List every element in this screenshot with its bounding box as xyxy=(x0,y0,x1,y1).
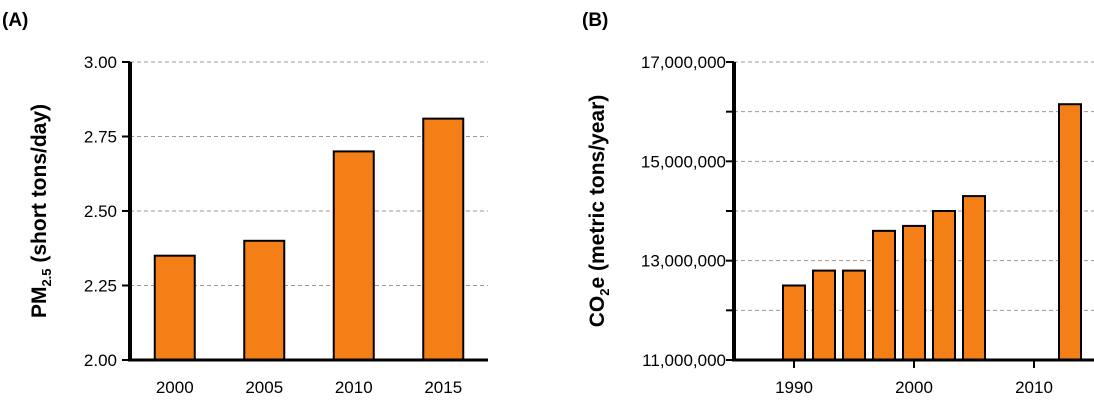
panel-b-ylabel-main: CO xyxy=(586,296,609,328)
bar-2005 xyxy=(244,241,284,360)
bar-2000 xyxy=(903,226,925,360)
panel-b-ylabel-sub: 2 xyxy=(597,289,612,296)
panel-b-y-axis-label: CO2e (metric tons/year) xyxy=(586,95,612,327)
bar-2000 xyxy=(155,256,195,360)
bar-1995 xyxy=(843,271,865,360)
y-tick-label: 17,000,000 xyxy=(641,53,726,72)
panel-a-y-ticks: 2.00 2.25 2.50 2.75 3.00 xyxy=(84,53,130,370)
panel-a-chart: (A) 2.00 2.25 2.50 2.75 3.00 2000 2005 2010 201… xyxy=(2,10,488,397)
y-tick-label: 2.75 xyxy=(84,128,117,147)
panel-b-y-ticks: 11,000,000 13,000,000 15,000,000 17,000,000 xyxy=(641,53,734,370)
x-tick-label: 1990 xyxy=(775,378,813,397)
y-tick-label: 15,000,000 xyxy=(641,152,726,171)
panel-a-ylabel-sub: 2.5 xyxy=(39,268,54,286)
panel-a-bars xyxy=(155,119,464,360)
panel-a-ylabel-main: PM xyxy=(28,287,51,319)
panel-b-chart: (B) 11,000,000 13,000,000 15,000,000 17,000… xyxy=(582,10,1094,397)
bar-2015 xyxy=(423,119,463,360)
panel-b-bars xyxy=(783,104,1081,360)
x-tick-label: 2010 xyxy=(1015,378,1053,397)
bar-2010 xyxy=(334,151,374,360)
x-tick-label: 2000 xyxy=(156,378,194,397)
x-tick-label: 2010 xyxy=(335,378,373,397)
bar-2013 xyxy=(1059,104,1081,360)
panel-b-label: (B) xyxy=(582,10,608,31)
bar-1997.5 xyxy=(873,231,895,360)
bar-2005 xyxy=(963,196,985,360)
y-tick-label: 2.25 xyxy=(84,277,117,296)
panel-a-y-axis-label: PM2.5 (short tons/day) xyxy=(28,104,54,318)
y-tick-label: 2.00 xyxy=(84,351,117,370)
y-tick-label: 11,000,000 xyxy=(642,351,726,370)
panel-b-x-ticks: 1990 2000 2010 xyxy=(775,360,1053,397)
bar-2002.5 xyxy=(933,211,955,360)
x-tick-label: 2000 xyxy=(895,378,933,397)
panel-b-ylabel-rest: e (metric tons/year) xyxy=(586,95,609,289)
panel-a-x-ticks: 2000 2005 2010 2015 xyxy=(156,378,462,397)
x-tick-label: 2005 xyxy=(245,378,283,397)
panel-a-ylabel-rest: (short tons/day) xyxy=(28,104,51,269)
y-tick-label: 13,000,000 xyxy=(641,252,726,271)
y-tick-label: 2.50 xyxy=(84,202,117,221)
panel-a-label: (A) xyxy=(2,10,28,31)
bar-1990 xyxy=(783,286,805,361)
x-tick-label: 2015 xyxy=(424,378,462,397)
y-tick-label: 3.00 xyxy=(84,53,117,72)
bar-1992.5 xyxy=(813,271,835,360)
